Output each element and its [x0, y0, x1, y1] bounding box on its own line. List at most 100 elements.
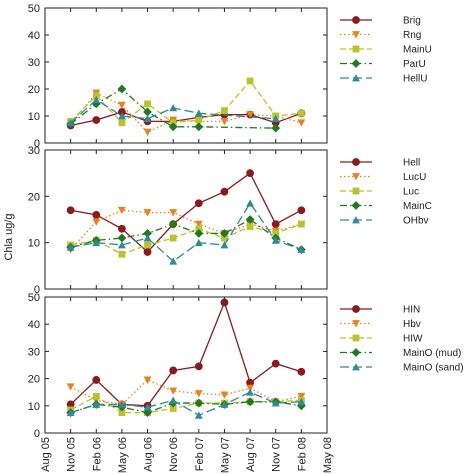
series-hellu: [66, 95, 280, 127]
legend-marker: [352, 45, 360, 53]
series-paru: [66, 84, 281, 133]
series-hell: [66, 169, 306, 256]
data-point: [271, 359, 280, 368]
legend-entry: HellU: [340, 74, 427, 85]
legend-label: Brig: [403, 16, 421, 27]
legend-marker: [352, 173, 360, 181]
data-point: [118, 206, 126, 215]
legend-marker: [352, 74, 360, 82]
legend-marker: [352, 158, 360, 166]
series-line: [70, 202, 302, 263]
series-line: [70, 391, 302, 417]
legend-label: HellU: [403, 74, 427, 85]
legend-marker: [351, 59, 361, 68]
series-line: [70, 79, 302, 124]
data-point: [194, 362, 203, 371]
data-point: [168, 219, 178, 229]
legend-entry: Brig: [340, 16, 421, 27]
data-point: [297, 392, 306, 401]
data-point: [118, 250, 126, 258]
data-point: [169, 209, 178, 217]
series-line: [70, 223, 302, 255]
legend-label: ParU: [403, 59, 426, 70]
data-point: [246, 223, 254, 230]
data-point: [143, 128, 152, 137]
legend-label: Hell: [403, 158, 420, 169]
x-tick-label: Aug 05: [40, 437, 52, 472]
legend-marker: [351, 348, 361, 357]
data-point: [66, 206, 75, 215]
x-tick-label: Feb 06: [91, 437, 103, 471]
data-point: [194, 122, 204, 132]
data-point: [66, 408, 75, 416]
data-point: [194, 390, 203, 398]
legend-entry: Luc: [340, 187, 419, 198]
legend-entry: OHbv: [340, 216, 429, 227]
data-point: [169, 366, 178, 375]
data-point: [66, 383, 75, 391]
data-point: [66, 243, 75, 251]
data-point: [92, 218, 101, 226]
legend-marker: [352, 305, 360, 313]
legend-entry: HIW: [340, 334, 423, 345]
x-tick-label: May 07: [219, 437, 231, 473]
data-point: [194, 199, 203, 208]
plot-frame: [44, 296, 328, 434]
data-point: [220, 298, 229, 307]
data-point: [194, 229, 204, 238]
data-point: [92, 238, 101, 247]
y-tick-label: 20: [28, 191, 40, 203]
data-point: [169, 396, 178, 404]
series-ohbv: [66, 199, 306, 265]
series-line: [70, 209, 302, 251]
data-point: [297, 119, 306, 127]
y-tick-label: 0: [34, 284, 40, 296]
x-tick-label: May 08: [322, 437, 334, 473]
panel-3: 0 10 20 30 40 50 HIN Hbv HIW MainO (mud) MainO (sa…: [28, 292, 464, 440]
data-point: [195, 225, 203, 233]
data-point: [169, 234, 177, 242]
data-point: [246, 169, 254, 178]
legend-label: MainC: [403, 201, 432, 212]
data-point: [92, 376, 101, 384]
legend-label: MainO (sand): [403, 363, 464, 374]
data-point: [297, 397, 306, 406]
data-point: [246, 388, 254, 396]
legend-entry: Hbv: [340, 319, 421, 330]
data-point: [118, 119, 126, 127]
legend-marker: [352, 320, 360, 328]
data-point: [118, 112, 126, 120]
data-point: [297, 367, 306, 376]
series-line: [70, 300, 302, 407]
series-line: [70, 395, 302, 414]
data-point: [169, 257, 178, 265]
legend-label: HIN: [403, 305, 420, 316]
x-tick-label: May 06: [117, 437, 129, 473]
legend-entry: LucU: [340, 172, 426, 183]
legend-label: Rng: [403, 30, 421, 41]
data-point: [92, 116, 101, 124]
series-line: [70, 379, 302, 406]
data-point: [194, 411, 203, 419]
data-point: [220, 187, 229, 196]
data-point: [91, 99, 101, 109]
legend-entry: HIN: [340, 305, 420, 316]
data-point: [169, 104, 178, 112]
data-point: [144, 241, 151, 249]
data-point: [195, 116, 203, 124]
data-point: [297, 206, 306, 215]
data-point: [143, 234, 152, 242]
y-tick-label: 0: [34, 138, 40, 150]
plot-frame: [44, 149, 328, 290]
series-rng: [66, 89, 306, 137]
y-tick-label: 30: [28, 57, 40, 69]
data-point: [272, 230, 280, 237]
legend-entry: Hell: [340, 158, 420, 169]
data-point: [246, 199, 254, 207]
data-point: [271, 114, 280, 123]
legend-marker: [352, 16, 360, 24]
y-tick-label: 30: [28, 346, 40, 358]
data-point: [92, 95, 101, 104]
data-point: [117, 233, 127, 243]
